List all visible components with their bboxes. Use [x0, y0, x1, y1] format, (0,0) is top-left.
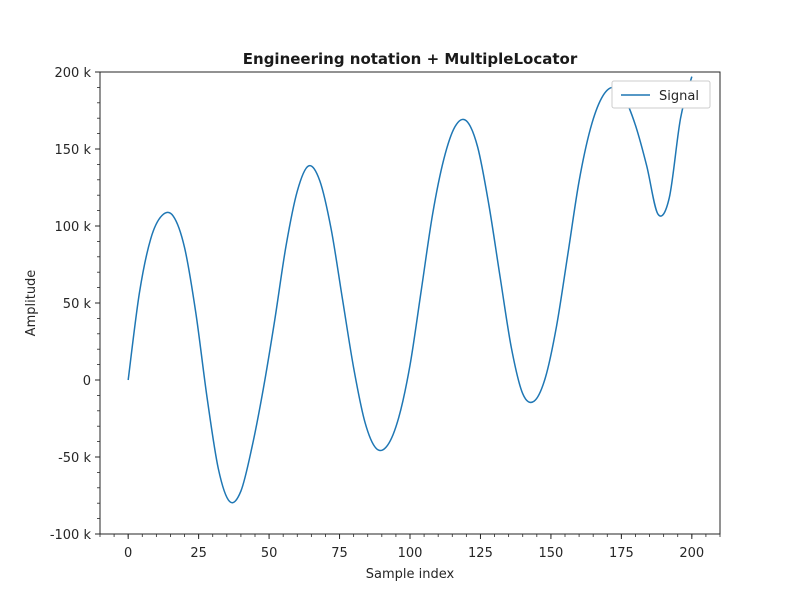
- x-tick-label: 75: [331, 546, 348, 561]
- plot-frame: [99, 71, 721, 535]
- legend: Signal: [611, 80, 711, 109]
- x-axis: 0 25 50 75 100 125 150 175 200: [124, 534, 704, 561]
- x-tick-label: 100: [398, 546, 423, 561]
- x-tick-label: 50: [261, 546, 278, 561]
- y-tick-label: 0: [83, 374, 91, 389]
- y-axis-label: Amplitude: [24, 270, 39, 337]
- y-tick-label: 150 k: [55, 143, 92, 158]
- y-tick-label: -100 k: [50, 528, 92, 543]
- x-tick-label: 0: [124, 546, 132, 561]
- legend-box: [611, 80, 711, 109]
- y-tick-label: 50 k: [63, 297, 92, 312]
- y-tick-label: -50 k: [58, 451, 91, 466]
- x-axis-label: Sample index: [366, 567, 455, 582]
- x-tick-label: 25: [190, 546, 207, 561]
- series-line-signal: [127, 76, 693, 504]
- x-tick-label: 200: [679, 546, 704, 561]
- x-tick-label: 175: [609, 546, 634, 561]
- plot-area: [127, 76, 693, 504]
- y-axis: -100 k -50 k 0 50 k 100 k 150 k 200 k: [50, 66, 100, 543]
- y-tick-label: 200 k: [55, 66, 92, 81]
- x-tick-label: 125: [468, 546, 493, 561]
- minor-ticks: [97, 71, 721, 537]
- legend-label-signal: Signal: [659, 89, 699, 104]
- x-tick-label: 150: [538, 546, 563, 561]
- chart-title: Engineering notation + MultipleLocator: [243, 50, 578, 68]
- y-tick-label: 100 k: [55, 220, 92, 235]
